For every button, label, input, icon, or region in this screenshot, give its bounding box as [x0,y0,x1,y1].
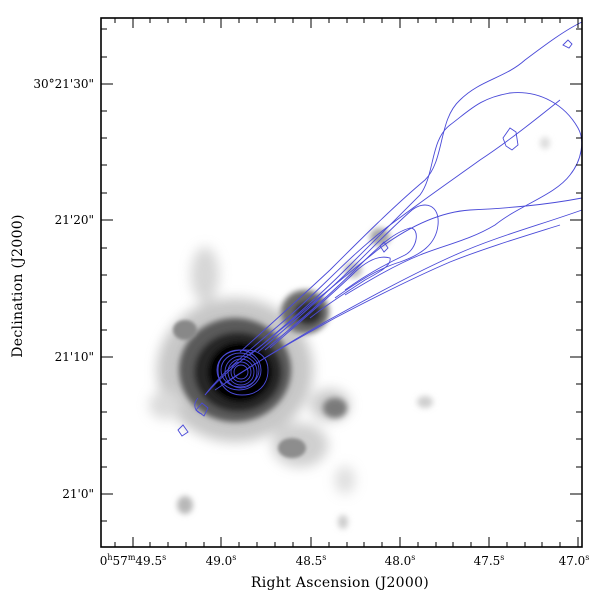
x-axis-title: Right Ascension (J2000) [251,575,429,591]
x-tick-label-1: 49.0s [206,553,237,568]
plot-frame [100,17,583,548]
y-tick-label-1: 21'20" [55,213,94,227]
y-tick-label-3: 21'0" [62,487,94,501]
y-axis-ticks [101,28,582,522]
x-axis-ticks [114,18,579,547]
x-tick-label-3: 48.0s [385,553,416,568]
x-tick-label-4: 47.5s [474,553,505,568]
x-tick-label-0: 0h57m49.5s [100,553,167,568]
y-axis-title: Declination (J2000) [10,214,26,358]
plot-area [100,17,583,548]
y-tick-label-2: 21'10" [55,350,94,364]
y-tick-label-0: 30°21'30" [33,77,94,91]
y-tick-labels: 30°21'30" 21'20" 21'10" 21'0" [33,77,94,501]
x-tick-labels: 0h57m49.5s 49.0s 48.5s 48.0s 47.5s 47.0s [100,553,590,568]
radio-contours [177,21,583,437]
x-tick-label-2: 48.5s [296,553,327,568]
x-tick-label-5: 47.0s [559,553,590,568]
